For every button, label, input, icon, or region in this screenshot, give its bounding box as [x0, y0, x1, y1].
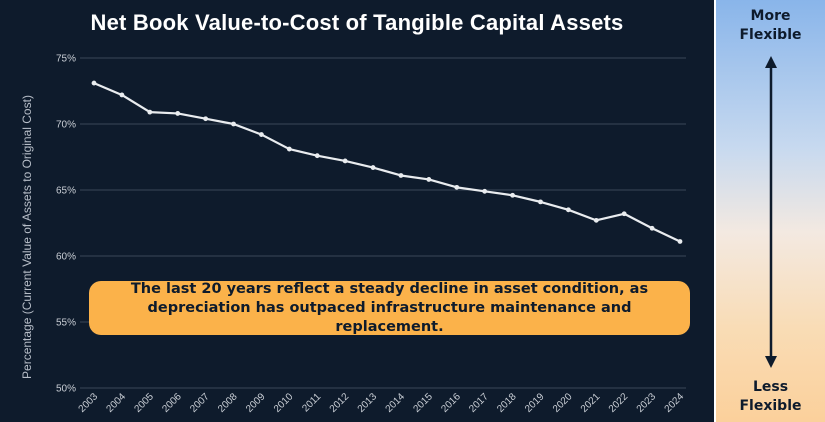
data-point	[399, 173, 404, 178]
x-tick-label: 2021	[579, 391, 603, 415]
x-tick-label: 2024	[663, 391, 687, 415]
x-tick-label: 2009	[244, 391, 268, 415]
data-point	[371, 165, 376, 170]
line-chart: 50%55%60%65%70%75%2003 2004 2005 2006 2007 20…	[0, 0, 714, 422]
data-point	[287, 147, 292, 152]
more-flexible-label: More Flexible	[716, 7, 825, 45]
x-tick-label: 2010	[272, 391, 296, 415]
data-point	[147, 110, 152, 115]
x-tick-label: 2003	[77, 391, 101, 415]
x-tick-label: 2011	[300, 391, 323, 414]
less-flexible-text: Less Flexible	[739, 379, 801, 414]
arrow-head-down	[765, 356, 777, 368]
less-flexible-label: Less Flexible	[716, 378, 825, 416]
data-point	[203, 116, 208, 121]
data-point	[538, 199, 543, 204]
chart-title: Net Book Value-to-Cost of Tangible Capit…	[0, 10, 714, 36]
x-tick-label: 2018	[495, 391, 519, 415]
data-point	[175, 111, 180, 116]
x-tick-label: 2016	[439, 391, 463, 415]
data-point	[510, 193, 515, 198]
flexibility-scale-panel: More Flexible Less Flexible	[716, 0, 825, 422]
page: 50% 55% 60% 65% 70% 75% 2003 2004 2005 2006 2007 20…	[0, 0, 825, 422]
data-point	[566, 207, 571, 212]
x-tick-label: 2019	[523, 391, 547, 415]
x-tick-label: 2012	[328, 391, 352, 415]
data-point	[231, 122, 236, 127]
data-point	[482, 189, 487, 194]
more-flexible-text: More Flexible	[739, 8, 801, 43]
chart-panel: 50% 55% 60% 65% 70% 75% 2003 2004 2005 2006 2007 20…	[0, 0, 714, 422]
x-tick-label: 2007	[188, 391, 212, 415]
data-point	[426, 177, 431, 182]
data-point	[594, 218, 599, 223]
x-tick-label: 2020	[551, 391, 575, 415]
y-tick-label: 65%	[56, 186, 76, 197]
y-tick-label: 75%	[56, 54, 76, 65]
y-axis-label: Percentage (Current Value of Assets to O…	[20, 47, 34, 422]
data-point	[343, 159, 348, 164]
data-point	[259, 132, 264, 137]
annotation-callout: The last 20 years reflect a steady decli…	[89, 281, 690, 335]
x-tick-label: 2023	[635, 391, 659, 415]
data-point	[678, 239, 683, 244]
x-tick-label: 2013	[356, 391, 380, 415]
arrow-head-up	[765, 56, 777, 68]
series-line	[94, 83, 680, 241]
data-point	[92, 81, 97, 86]
x-tick-label: 2008	[216, 391, 240, 415]
y-tick-label: 55%	[56, 318, 76, 329]
x-tick-label: 2004	[105, 391, 129, 415]
y-tick-label: 70%	[56, 120, 76, 131]
x-tick-label: 2006	[160, 391, 184, 415]
x-tick-label: 2017	[467, 391, 491, 415]
x-tick-label: 2022	[607, 391, 631, 415]
data-point	[622, 211, 627, 216]
data-point	[315, 153, 320, 158]
annotation-text: The last 20 years reflect a steady decli…	[95, 280, 684, 337]
y-tick-label: 60%	[56, 252, 76, 263]
double-arrow-icon	[716, 0, 825, 422]
x-tick-label: 2015	[411, 391, 435, 415]
data-point	[650, 226, 655, 231]
data-point	[454, 185, 459, 190]
y-tick-label: 50%	[56, 384, 76, 395]
x-tick-label: 2005	[132, 391, 156, 415]
x-tick-label: 2014	[384, 391, 408, 415]
data-point	[120, 93, 125, 98]
